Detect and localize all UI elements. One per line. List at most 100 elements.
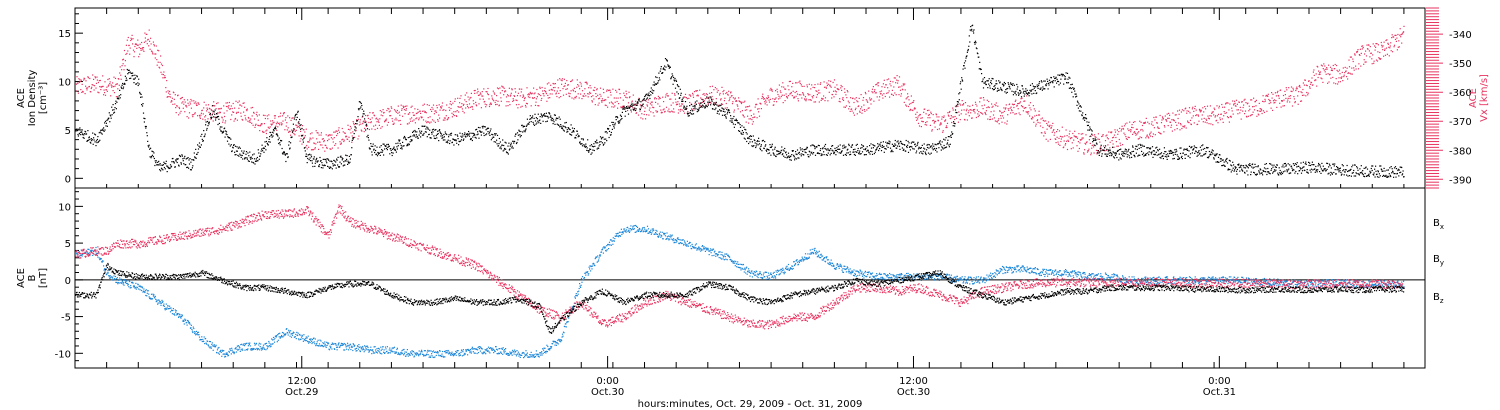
velocity-series-point: [1341, 76, 1343, 78]
density-series-point: [591, 152, 593, 154]
density-series-point: [267, 144, 269, 146]
velocity-series-point: [401, 109, 403, 111]
velocity-series-point: [845, 105, 847, 107]
density-series-point: [456, 134, 458, 136]
density-series-point: [512, 147, 514, 149]
density-series-point: [132, 72, 134, 74]
density-series-point: [462, 135, 464, 137]
velocity-series-point: [262, 130, 264, 132]
velocity-series-point: [591, 101, 593, 103]
velocity-series-point: [1028, 111, 1030, 113]
velocity-series-point: [787, 85, 789, 87]
velocity-series-point: [103, 89, 105, 91]
density-series-point: [698, 109, 700, 111]
velocity-series-point: [1393, 44, 1396, 46]
velocity-series-point: [579, 88, 581, 90]
velocity-series-point: [713, 89, 715, 91]
density-series-point: [133, 82, 135, 84]
velocity-series-point: [648, 114, 650, 116]
velocity-series-point: [888, 90, 890, 92]
density-series-point: [1040, 87, 1042, 89]
velocity-series-point: [649, 103, 651, 105]
velocity-series-point: [1117, 145, 1119, 147]
density-series-point: [490, 139, 492, 141]
density-series-point: [100, 129, 102, 131]
density-series-point: [720, 110, 723, 112]
density-series-point: [206, 120, 209, 123]
density-series-point: [721, 114, 724, 116]
velocity-series-point: [1263, 101, 1265, 103]
velocity-series-point: [909, 109, 911, 112]
velocity-series-point: [614, 101, 616, 103]
velocity-series-point: [725, 92, 727, 95]
velocity-series-point: [957, 121, 959, 123]
density-series-point: [1052, 82, 1054, 84]
velocity-series-point: [133, 56, 135, 58]
velocity-series-point: [1260, 110, 1262, 112]
velocity-series-point: [1278, 97, 1280, 99]
density-series-point: [966, 55, 968, 57]
velocity-series-point: [1083, 153, 1085, 155]
density-series-point: [870, 150, 872, 152]
velocity-series-point: [366, 124, 368, 126]
density-series-point: [792, 150, 794, 152]
density-series-point: [374, 145, 376, 147]
velocity-series-point: [1272, 100, 1275, 102]
velocity-series-point: [1337, 83, 1339, 85]
velocity-series-point: [1002, 117, 1005, 119]
velocity-series-point: [593, 89, 595, 92]
velocity-series-point: [1084, 142, 1086, 144]
velocity-series-point: [181, 96, 183, 99]
velocity-series-point: [1359, 54, 1361, 56]
velocity-series-point: [583, 95, 585, 97]
density-series-point: [101, 129, 103, 131]
velocity-series-point: [911, 109, 913, 111]
velocity-series-point: [957, 105, 959, 107]
velocity-series-point: [991, 103, 993, 105]
velocity-series-point: [868, 107, 870, 109]
velocity-series-point: [1222, 106, 1224, 108]
velocity-series-point: [1340, 77, 1342, 79]
velocity-series-point: [1247, 102, 1249, 104]
velocity-series-point: [1261, 112, 1263, 115]
velocity-series-point: [477, 90, 479, 93]
density-series-point: [797, 152, 799, 154]
velocity-series-point: [1001, 121, 1003, 123]
velocity-series-point: [914, 107, 916, 109]
density-series-point: [573, 131, 575, 133]
density-series-point: [220, 130, 222, 132]
velocity-series-point: [153, 45, 155, 47]
velocity-series-point: [794, 97, 796, 99]
velocity-series-point: [697, 95, 699, 97]
density-series-point: [1003, 81, 1005, 84]
velocity-series-point: [1225, 102, 1227, 104]
density-series-point: [483, 132, 485, 134]
velocity-series-point: [1092, 134, 1094, 136]
velocity-series-point: [633, 108, 635, 110]
density-series-point: [163, 161, 165, 163]
velocity-series-point: [534, 104, 537, 106]
density-series-point: [582, 139, 584, 141]
velocity-series-point: [833, 90, 835, 92]
velocity-series-point: [991, 106, 993, 108]
density-series-point: [651, 91, 653, 93]
velocity-series-point: [296, 124, 298, 126]
density-series-point: [664, 65, 666, 67]
density-series-point: [648, 95, 650, 97]
density-series-point: [366, 128, 369, 130]
velocity-series-point: [859, 110, 861, 112]
velocity-series-point: [1022, 110, 1024, 112]
velocity-series-point: [273, 115, 276, 117]
velocity-series-point: [609, 89, 611, 91]
density-series-point: [159, 163, 161, 165]
density-series-point: [420, 132, 422, 134]
density-series-point: [170, 165, 173, 167]
velocity-series-point: [277, 126, 279, 128]
velocity-series-point: [255, 113, 257, 116]
density-series-point: [476, 134, 478, 136]
density-series-point: [382, 150, 384, 152]
density-series-point: [461, 133, 463, 135]
density-series-point: [176, 158, 178, 160]
density-series-point: [952, 133, 954, 135]
velocity-series-point: [523, 99, 525, 102]
